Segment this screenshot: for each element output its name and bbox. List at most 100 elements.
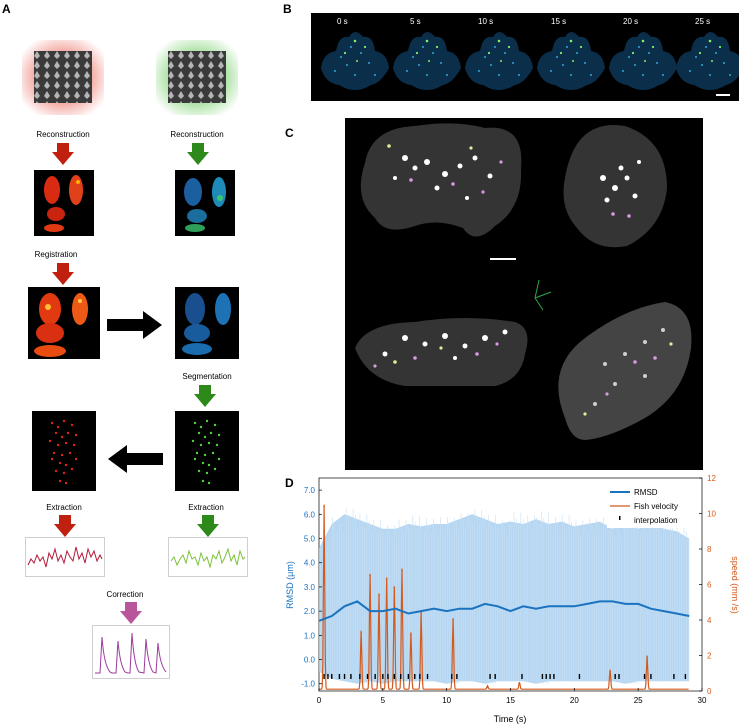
y-left-tick-label: 5.0 [304,535,316,544]
interpolation-mark [382,673,384,679]
interpolation-mark [393,673,396,679]
arrow-down-icon [187,143,209,165]
interpolation-mark [419,673,421,679]
3d-rendering-panel [345,118,703,470]
time-label: 10 s [478,17,494,26]
extracted-neurons-red [32,411,96,491]
interpolation-mark [684,673,687,679]
interpolation-mark [407,673,410,679]
y-left-tick-label: 1.0 [304,631,316,640]
arrow-down-icon [120,602,142,624]
interpolation-mark [374,673,376,679]
interpolation-mark [650,673,652,679]
y-left-tick-label: 2.0 [304,607,316,616]
interpolation-mark [414,673,416,679]
velocity-peak-point [609,670,611,673]
arrow-down-icon [194,385,216,407]
arrow-down-icon [197,515,219,537]
velocity-peak-point [385,578,388,580]
label-extraction-left: Extraction [46,503,82,512]
interpolation-mark [643,673,646,679]
velocity-peak-point [452,619,454,621]
interpolation-mark [618,673,620,679]
rmsd-velocity-chart: 0 5 10 15 20 25 30 7.06.05.04.03.02.01.00.0-1.… [285,474,739,724]
panel-label-b: B [283,2,292,16]
velocity-peak-point [393,587,396,589]
interpolation-mark [545,673,547,679]
time-label: 5 s [410,17,421,26]
interpolation-mark [323,673,325,679]
interpolation-mark [338,673,341,679]
y-left-tick-label: 7.0 [304,486,316,495]
interpolation-mark [327,673,329,679]
registered-volume-blue [175,287,239,359]
y-left-tick-label: 0.0 [304,656,316,665]
y-left-tick-label: 6.0 [304,510,316,519]
interpolation-mark [549,673,551,679]
arrow-down-icon [54,515,76,537]
interpolation-mark [451,673,453,679]
time-label: 20 s [623,17,639,26]
velocity-peak-point [323,505,325,508]
interpolation-mark [553,673,555,679]
y-left-axis-label: RMSD (μm) [285,561,295,609]
segmented-neurons-green [175,411,239,491]
x-tick-label: 0 [317,696,322,705]
interpolation-mark [426,673,429,679]
x-tick-label: 10 [442,696,451,705]
axes-icon [534,279,552,311]
y-right-tick-label: 10 [707,510,716,519]
y-right-tick-label: 8 [707,545,712,554]
x-tick-label: 30 [698,696,707,705]
panel-label-c: C [285,126,294,140]
y-left-tick-label: 3.0 [304,583,316,592]
time-label: 15 s [551,17,567,26]
arrow-left-icon [108,445,163,473]
registered-volume-red [28,287,100,359]
raw-image-red [22,40,104,115]
fish-velocity-line [319,504,689,690]
x-tick-label: 5 [381,696,386,705]
trace-green [168,537,248,577]
label-reconstruction-right: Reconstruction [170,130,224,139]
interpolation-mark [331,673,333,679]
velocity-peak-point [518,683,521,685]
velocity-peak-point [410,633,412,635]
interpolation-mark [541,673,544,679]
panel-label-d: D [285,476,294,490]
x-axis-label: Time (s) [494,714,527,724]
time-label: 0 s [337,17,348,26]
interpolation-mark [494,673,496,679]
legend-fish-velocity: Fish velocity [634,502,678,511]
legend-interpolation: interpolation [634,516,678,525]
oblique-view-brain [558,302,692,440]
chart-legend: RMSD Fish velocity interpolation [607,482,699,528]
trace-red [25,537,105,577]
velocity-peak-point [401,569,403,572]
velocity-peak-point [646,656,648,659]
raw-image-green [156,40,238,115]
interpolation-mark [387,673,389,679]
arrow-down-icon [52,263,74,285]
interpolation-mark [673,673,675,679]
y-right-tick-label: 12 [707,474,716,483]
arrow-down-icon [52,143,74,165]
y-right-tick-label: 4 [707,616,712,625]
interpolation-mark [489,673,491,679]
y-right-tick-label: 2 [707,652,712,661]
rmsd-mean-line [318,600,690,622]
corrected-trace [92,625,170,679]
interpolation-mark [400,673,402,679]
x-tick-label: 15 [506,696,515,705]
velocity-peak-point [378,594,380,596]
panel-label-a: A [2,2,11,16]
interpolation-mark [521,673,523,679]
x-tick-label: 20 [570,696,579,705]
velocity-peak-point [369,574,371,577]
y-right-tick-label: 6 [707,581,712,590]
scale-bar [490,258,516,260]
y-right-tick-label: 0 [707,687,712,696]
arrow-right-icon [107,311,162,339]
label-registration: Registration [34,250,78,259]
time-label: 25 s [695,17,711,26]
